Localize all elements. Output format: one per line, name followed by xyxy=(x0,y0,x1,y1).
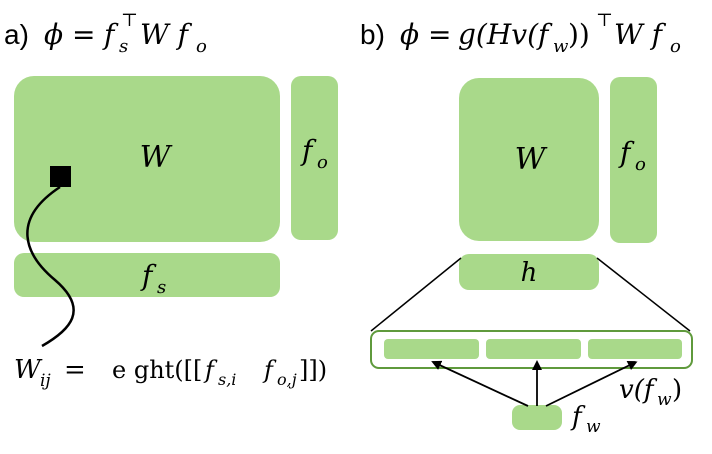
svg-text:W f: W f xyxy=(140,18,193,51)
panel-a-connector-curve xyxy=(26,185,75,348)
panel-b-v-label: v(f w ) xyxy=(619,375,682,410)
panel-a-formula: ϕ = f s ⊤ W f o xyxy=(44,10,207,57)
panel-a-w-matrix xyxy=(14,76,280,242)
svg-text:W f: W f xyxy=(614,18,667,51)
svg-text:o,j: o,j xyxy=(277,370,297,389)
panel-b-fw-vector xyxy=(512,405,562,430)
svg-text:o: o xyxy=(317,152,328,173)
svg-text:o: o xyxy=(196,36,207,57)
panel-b-fw-label: f w xyxy=(570,402,601,437)
panel-b-label: b) xyxy=(360,19,385,50)
svg-text:s: s xyxy=(157,277,166,298)
panel-a-w-label: W xyxy=(140,140,173,175)
svg-text:ϕ: ϕ xyxy=(400,18,419,51)
panel-b-projection-line-left xyxy=(370,257,462,332)
svg-text:f: f xyxy=(570,402,586,432)
panel-a-fo-vector xyxy=(291,76,338,240)
panel-b-h-label: h xyxy=(521,258,538,288)
svg-text:s: s xyxy=(119,36,128,57)
panel-b-formula: ϕ = g(Hv(f w )) ⊤ W f o xyxy=(400,10,681,57)
svg-text:=: = xyxy=(428,18,451,51)
panel-a: a) ϕ = f s ⊤ W f o W f o f s xyxy=(4,10,338,391)
panel-b-v-segment-1 xyxy=(384,339,479,359)
svg-text:]]): ]]) xyxy=(299,356,327,384)
panel-b: b) ϕ = g(Hv(f w )) ⊤ W f o W f o h xyxy=(360,10,693,437)
panel-b-projection-line-right xyxy=(596,257,691,332)
panel-b-h-vector xyxy=(459,254,599,290)
svg-text:f: f xyxy=(203,356,218,384)
svg-text:ij: ij xyxy=(40,371,51,391)
svg-text:=: = xyxy=(72,18,95,51)
svg-text:W: W xyxy=(14,355,43,385)
panel-b-fo-vector xyxy=(610,77,657,243)
svg-text:g(Hv(f: g(Hv(f xyxy=(458,18,553,51)
svg-text:⊤: ⊤ xyxy=(121,10,138,31)
panel-b-w-label: W xyxy=(515,142,548,177)
panel-b-v-segment-3 xyxy=(588,339,682,359)
panel-b-arrow-right xyxy=(545,361,638,407)
svg-text:e ght([[: e ght([[ xyxy=(112,356,202,384)
svg-text:v(f: v(f xyxy=(619,375,658,405)
svg-text:ϕ: ϕ xyxy=(44,18,63,51)
svg-text:)): )) xyxy=(568,18,590,51)
svg-text:s,i: s,i xyxy=(218,370,236,389)
svg-text:w: w xyxy=(586,417,601,437)
panel-a-label: a) xyxy=(4,19,29,50)
svg-text:): ) xyxy=(672,375,682,405)
svg-text:=: = xyxy=(64,355,86,385)
panel-b-arrow-left xyxy=(431,360,529,407)
svg-text:o: o xyxy=(635,154,646,175)
svg-text:⊤: ⊤ xyxy=(596,10,613,31)
panel-b-w-matrix xyxy=(459,78,599,241)
panel-a-entry-marker xyxy=(50,166,71,187)
svg-text:f: f xyxy=(262,356,277,384)
panel-a-weight-equation: W ij = e ght([[ f s,i f o,j ]]) xyxy=(14,355,327,391)
svg-text:f: f xyxy=(102,18,119,51)
panel-a-fs-vector xyxy=(14,253,280,297)
panel-b-v-segment-2 xyxy=(486,339,581,359)
svg-text:w: w xyxy=(553,36,569,57)
svg-text:w: w xyxy=(657,390,672,410)
svg-text:o: o xyxy=(670,36,681,57)
